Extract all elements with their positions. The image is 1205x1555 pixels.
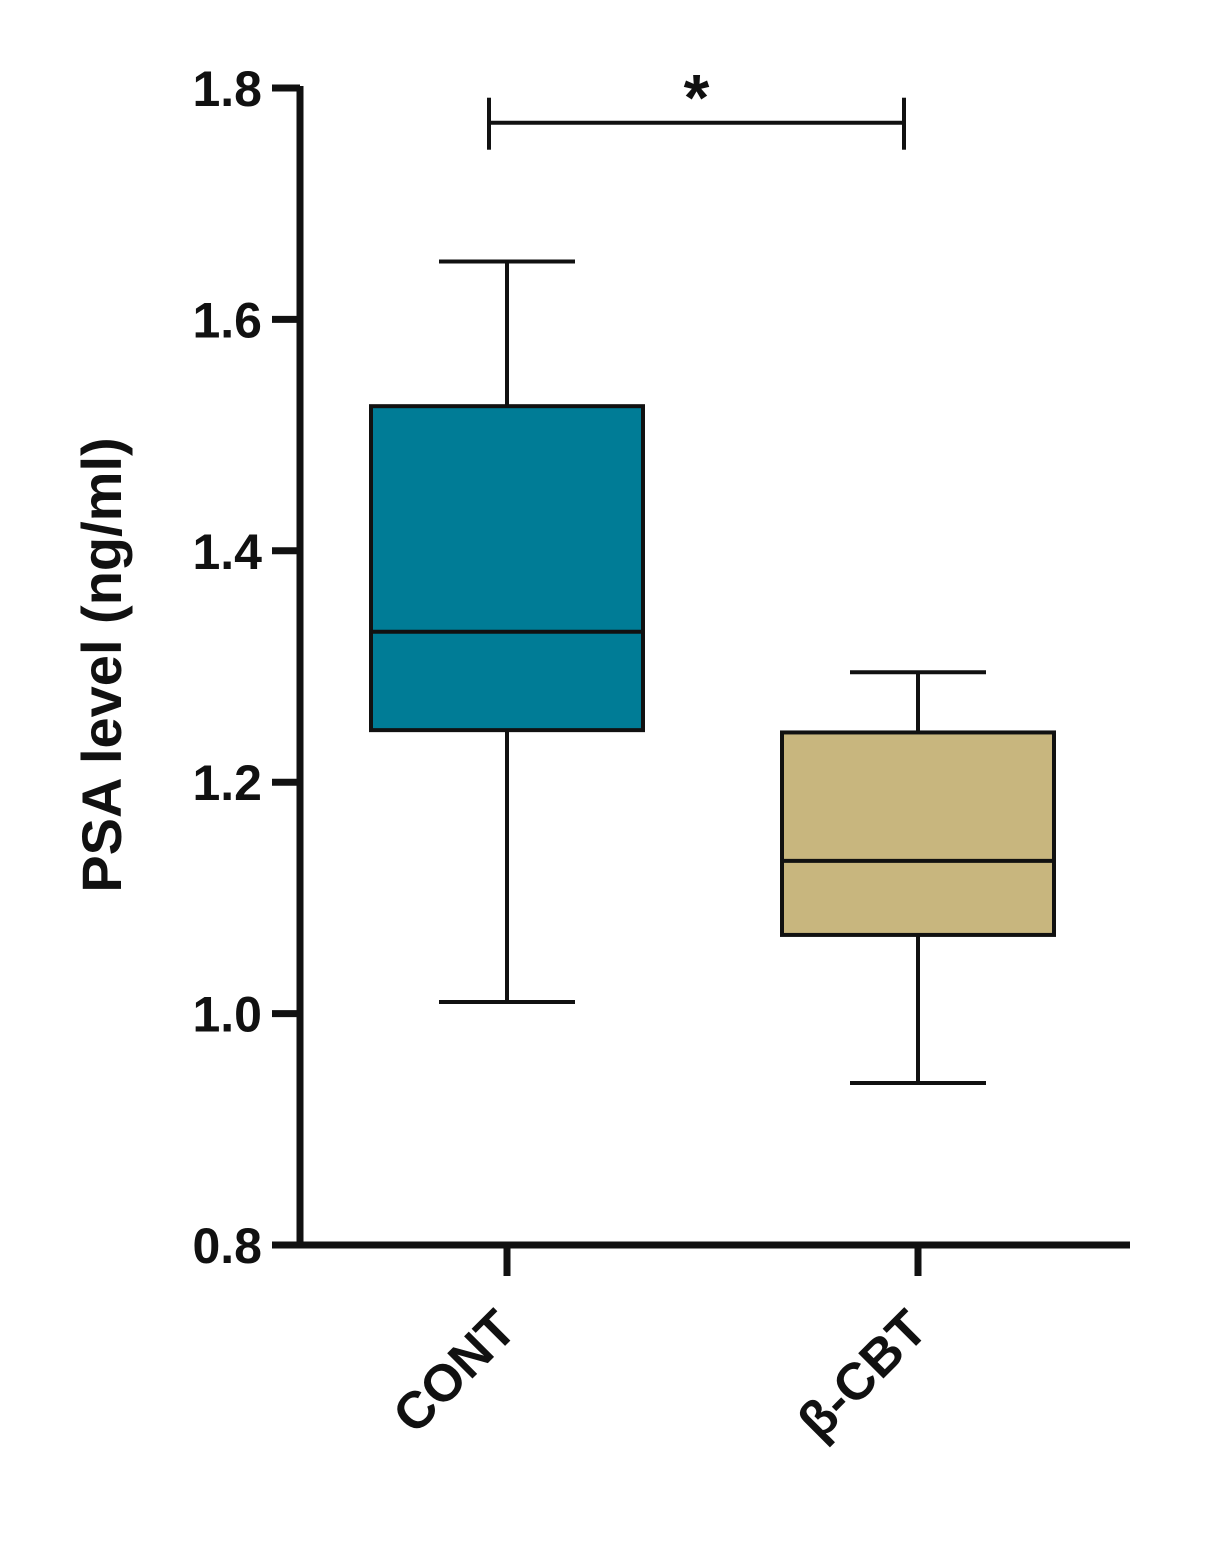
y-ticks: 0.8 1.0 1.2 1.4 1.6 1.8 (192, 61, 300, 1274)
iqr-box (369, 404, 645, 733)
y-tick-label: 1.2 (192, 755, 262, 811)
axes (296, 86, 1130, 1249)
iqr-box (780, 730, 1056, 937)
x-category-label: CONT (382, 1299, 527, 1444)
y-tick-label: 1.4 (192, 524, 262, 580)
y-tick-label: 0.8 (192, 1218, 262, 1274)
y-tick-label: 1.6 (192, 292, 262, 348)
y-tick-label: 1.8 (192, 61, 262, 117)
significance-star: * (684, 61, 710, 135)
boxes-layer (369, 259, 1056, 1086)
box-cont (369, 259, 645, 1005)
box-beta-cbt (780, 670, 1056, 1086)
y-axis-title: PSA level (ng/ml) (70, 437, 133, 892)
x-category-label: β-CBT (787, 1299, 938, 1450)
significance-bracket: * (487, 61, 906, 150)
x-ticks: CONT β-CBT (382, 1245, 939, 1451)
y-tick-label: 1.0 (192, 987, 262, 1043)
